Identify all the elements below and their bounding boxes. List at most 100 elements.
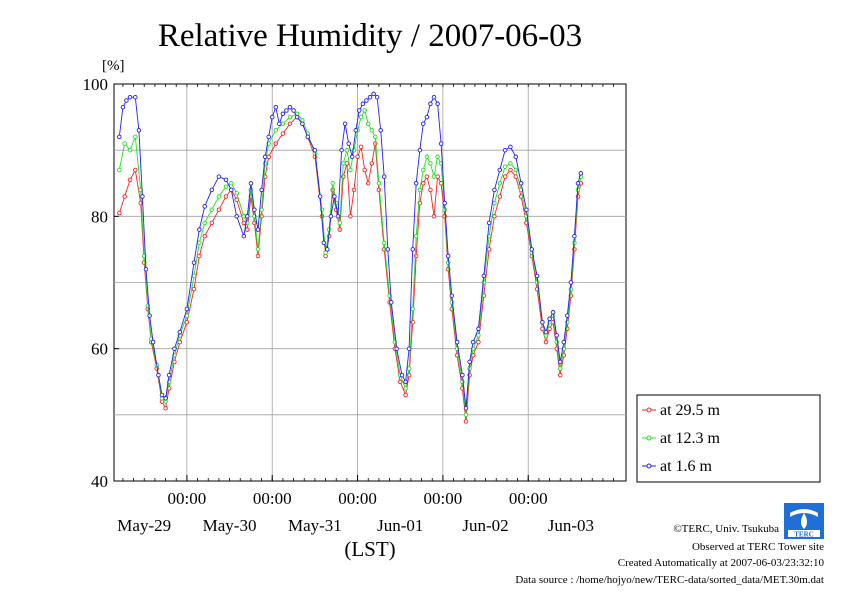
data-point: [476, 333, 481, 338]
legend-label: at 1.6 m: [660, 458, 713, 475]
data-point: [406, 366, 412, 371]
data-point: [223, 177, 229, 183]
series-line: [118, 93, 582, 409]
data-point: [435, 174, 440, 179]
y-tick-label: 80: [91, 207, 108, 226]
data-point: [428, 101, 433, 107]
x-date-label: Jun-01: [377, 516, 423, 535]
data-point: [508, 167, 513, 173]
data-point: [513, 167, 519, 173]
data-point: [403, 379, 408, 385]
y-tick-label: 60: [91, 340, 108, 359]
data-point: [421, 167, 426, 173]
data-point: [143, 267, 149, 272]
data-point: [561, 339, 567, 345]
data-point: [122, 141, 127, 146]
data-point: [529, 247, 535, 252]
data-point: [262, 154, 268, 160]
data-point: [421, 121, 426, 126]
data-point: [280, 121, 286, 126]
data-point: [364, 98, 369, 103]
data-point: [332, 194, 337, 199]
data-point: [197, 240, 202, 246]
data-point: [435, 154, 440, 160]
x-date-label: Jun-02: [462, 516, 508, 535]
data-point: [147, 313, 152, 318]
data-point: [476, 326, 481, 332]
data-point: [266, 154, 271, 160]
created-text: Created Automatically at 2007-06-03/23:3…: [618, 557, 825, 569]
data-point: [349, 154, 355, 160]
data-point: [399, 372, 405, 378]
y-tick-label: 100: [83, 75, 109, 94]
legend-swatch-marker: [646, 463, 652, 469]
data-point: [159, 392, 165, 398]
data-point: [428, 161, 433, 166]
data-point: [291, 108, 296, 113]
data-point: [255, 227, 261, 232]
data-point: [575, 181, 581, 186]
data-point: [454, 339, 460, 345]
data-point: [365, 121, 371, 126]
data-point: [321, 240, 327, 246]
data-point: [449, 293, 455, 298]
data-point: [460, 372, 465, 378]
x-axis-ticks: 00:00 00:00 00:00 00:00 00:00 May-29 May-30 May…: [117, 84, 614, 535]
data-point: [127, 147, 133, 153]
data-point: [470, 339, 476, 345]
data-point: [209, 187, 215, 193]
data-point: [413, 181, 419, 186]
data-point: [133, 94, 138, 100]
data-point: [223, 194, 229, 199]
data-point: [287, 114, 293, 120]
data-point: [463, 405, 469, 411]
y-tick-label: 40: [91, 472, 108, 491]
x-time-tick-label: 00:00: [509, 489, 548, 508]
data-point: [374, 94, 380, 100]
data-point: [202, 220, 207, 226]
data-point: [346, 141, 351, 146]
data-point: [381, 240, 387, 246]
data-point: [376, 187, 382, 193]
data-point: [353, 128, 359, 133]
data-point: [463, 419, 469, 424]
data-point: [117, 134, 122, 140]
data-point: [273, 128, 279, 133]
y-axis-label: [%]: [102, 58, 125, 74]
data-point: [284, 108, 289, 113]
series-layer: [117, 91, 584, 424]
data-point: [476, 339, 481, 345]
data-point: [397, 379, 403, 385]
data-point: [191, 273, 197, 279]
source-text: Data source : /home/hojyo/new/TERC-data/…: [515, 574, 824, 586]
data-point: [255, 253, 261, 259]
data-point: [385, 247, 391, 252]
data-point: [497, 194, 503, 199]
x-time-tick-label: 00:00: [338, 489, 377, 508]
data-point: [241, 233, 247, 239]
data-point: [424, 154, 430, 160]
data-point: [540, 319, 545, 325]
data-point: [117, 167, 122, 173]
data-point: [424, 114, 430, 120]
series-2: [117, 91, 584, 411]
data-point: [330, 181, 335, 186]
data-point: [216, 174, 222, 179]
data-point: [367, 94, 373, 100]
data-point: [435, 101, 440, 107]
data-point: [191, 260, 197, 265]
data-point: [518, 181, 524, 186]
data-point: [351, 187, 357, 193]
data-point: [431, 214, 437, 219]
x-time-tick-label: 00:00: [168, 489, 207, 508]
data-point: [381, 174, 387, 179]
data-point: [362, 108, 367, 113]
data-point: [184, 306, 190, 312]
data-point: [344, 161, 350, 166]
data-point: [358, 144, 364, 150]
y-axis-ticks: 40 60 80 100: [83, 75, 119, 491]
data-point: [357, 108, 362, 113]
data-point: [344, 147, 350, 153]
data-point: [497, 181, 503, 186]
data-point: [463, 412, 469, 418]
